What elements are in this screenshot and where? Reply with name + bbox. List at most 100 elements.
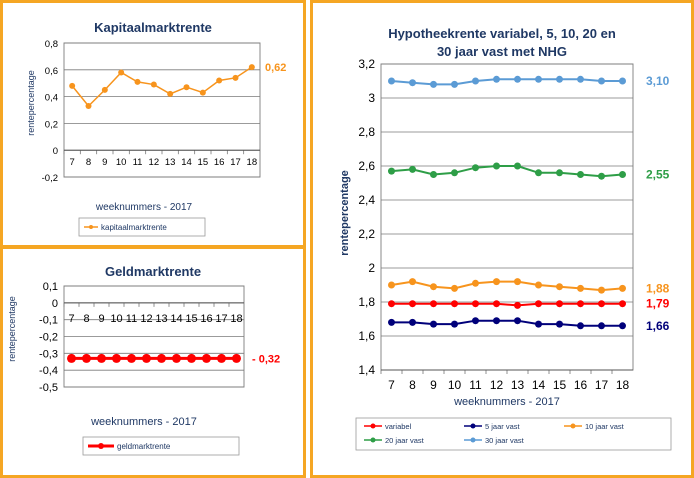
x-tick-label: 13 [511,378,525,392]
x-tick-label: 15 [553,378,567,392]
x-tick-label: 13 [165,157,176,168]
x-tick-label: 17 [215,313,227,325]
y-tick-label: 0,2 [45,119,58,130]
y-tick-label: 0 [53,146,58,157]
data-point [409,79,416,87]
x-tick-label: 8 [83,313,89,325]
data-point [472,317,479,325]
data-point [82,353,91,363]
legend-label: variabel [385,422,412,431]
data-point [216,77,223,84]
x-tick-label: 12 [490,378,504,392]
data-point [142,353,151,363]
data-point [577,322,584,330]
end-value-label: 1,88 [646,281,670,295]
data-point [85,102,92,109]
data-point [451,320,458,328]
data-point [535,300,542,308]
data-point [112,353,121,363]
kapitaalmarkt-title: Kapitaalmarktrente [94,20,212,35]
data-point [127,353,136,363]
x-tick-label: 11 [126,313,137,325]
end-value-label: 2,55 [646,168,670,182]
data-point [97,353,106,363]
x-tick-label: 10 [110,313,122,325]
data-point [514,162,521,170]
x-tick-label: 9 [430,378,437,392]
x-tick-label: 8 [409,378,416,392]
data-point [388,167,395,175]
data-point [409,300,416,308]
end-value-label: - 0,32 [252,353,280,365]
data-point [535,320,542,328]
data-point [598,286,605,294]
data-point [577,171,584,178]
data-point [598,300,605,308]
data-point [619,300,626,308]
series-line-0 [391,302,623,307]
data-point [514,301,521,309]
y-tick-label: -0,2 [42,173,58,184]
legend-label: geldmarktrente [117,442,171,451]
legend-box [78,217,206,237]
data-point [493,278,500,286]
data-point [388,318,395,326]
data-point [430,80,437,88]
legend-swatch-marker [89,225,93,229]
x-tick-label: 9 [102,157,107,168]
x-tick-label: 18 [247,157,258,168]
data-point [472,300,479,308]
data-point [118,69,125,76]
x-tick-label: 8 [86,157,91,168]
legend-swatch-marker [370,423,376,429]
y-tick-label: 0 [52,298,58,310]
series-line-1 [391,319,623,327]
x-tick-label: 11 [469,378,482,392]
series-line-0 [71,66,253,108]
legend-label: 10 jaar vast [585,422,625,431]
x-tick-label: 7 [388,378,395,392]
data-point [67,353,76,363]
data-point [451,284,458,292]
data-point [598,322,605,330]
y-tick-label: -0,1 [39,315,58,327]
x-tick-label: 7 [70,157,75,168]
x-tick-label: 10 [448,378,462,392]
series-line-4 [391,78,623,86]
x-tick-label: 15 [185,313,197,325]
data-point [167,90,174,97]
data-point [598,172,605,180]
data-point [493,75,500,83]
kapitaalmarkt-panel: Kapitaalmarktrente 0,8 0,6 0,4 0,2 0 -0,2 7 8 9 1… [0,0,306,248]
x-tick-label: 14 [170,313,182,325]
data-point [187,353,196,363]
x-tick-label: 7 [68,313,74,325]
geldmarkt-panel: Geldmarktrente 0,1 0 -0,1 -0,2 -0,3 -0,4 -0,5 7… [0,246,306,478]
x-axis-title: weeknummers - 2017 [90,416,197,428]
x-tick-label: 13 [155,313,167,325]
legend-swatch-marker [98,443,104,449]
x-tick-label: 12 [149,157,160,168]
data-point [199,89,206,96]
data-point [430,300,437,308]
series-line-2 [391,280,623,292]
data-point [248,64,255,71]
data-point [577,75,584,83]
y-tick-label: -0,2 [39,332,58,344]
hypotheek-chart: 3,2 3 2,8 2,6 2,4 2,2 2 1,8 1,6 1,4 7 8 9 10 11 12 13 14 1… [339,57,672,451]
y-tick-label: 0,4 [45,93,58,104]
y-tick-label: 3,2 [358,57,375,71]
x-tick-label: 17 [230,157,241,168]
geldmarkt-chart: 0,10-0,1-0,2-0,3-0,4-0,57 8 9 10 11 12 13 14 15 1… [7,281,280,456]
data-point [388,281,395,289]
x-tick-label: 14 [532,378,546,392]
y-tick-label: 3 [368,91,375,105]
data-point [409,318,416,326]
data-point [535,281,542,289]
y-axis-title: rentepercentage [7,296,17,362]
hypotheek-title-line1: Hypotheekrente variabel, 5, 10, 20 en [388,26,616,41]
legend-swatch-marker [470,423,476,429]
end-value-label: 1,79 [646,297,670,311]
legend-label: kapitaalmarktrente [101,223,167,232]
y-tick-label: 2,8 [358,125,375,139]
